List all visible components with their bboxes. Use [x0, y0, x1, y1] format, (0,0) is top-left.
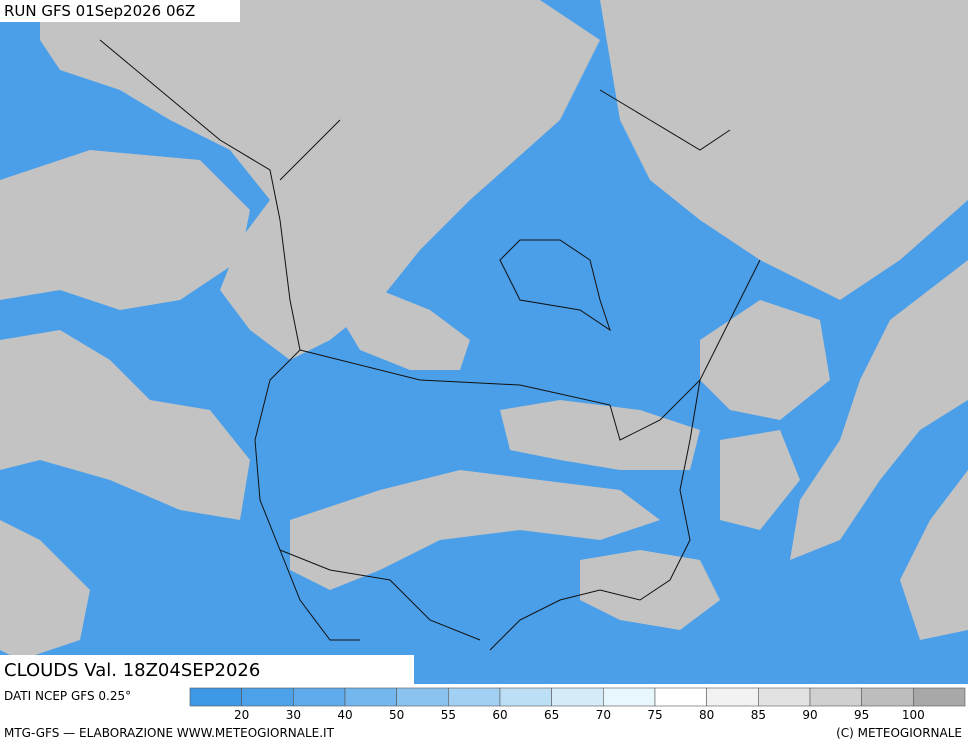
legend-label: 75 [647, 708, 662, 722]
legend: 20 30 40 50 55 60 65 70 75 80 85 90 95 100 [189, 687, 966, 722]
footer-right: (C) METEOGIORNALE [836, 726, 962, 740]
legend-label: 70 [596, 708, 611, 722]
legend-swatch [396, 687, 449, 707]
legend-swatch [551, 687, 604, 707]
footer-left: MTG-GFS — ELABORAZIONE WWW.METEOGIORNALE… [4, 726, 335, 740]
caption-title: CLOUDS Val. 18Z04SEP2026 [4, 660, 260, 681]
legend-swatch [654, 687, 707, 707]
legend-swatch [293, 687, 346, 707]
legend-label: 100 [902, 708, 925, 722]
coastlines [99, 39, 761, 651]
legend-label: 60 [492, 708, 507, 722]
legend-label: 85 [751, 708, 766, 722]
legend-label: 90 [802, 708, 817, 722]
legend-swatch [913, 687, 966, 707]
legend-swatch [758, 687, 811, 707]
run-title: RUN GFS 01Sep2026 06Z [4, 2, 195, 20]
legend-swatch [499, 687, 552, 707]
legend-swatch [241, 687, 294, 707]
legend-source: DATI NCEP GFS 0.25° [4, 689, 131, 703]
legend-label: 55 [441, 708, 456, 722]
legend-swatch [189, 687, 242, 707]
legend-label: 20 [234, 708, 249, 722]
legend-swatch [448, 687, 501, 707]
legend-swatch [809, 687, 862, 707]
cloud-cover [0, 0, 968, 660]
caption-box [0, 655, 414, 684]
legend-label: 30 [286, 708, 301, 722]
legend-label: 65 [544, 708, 559, 722]
legend-label: 50 [389, 708, 404, 722]
header-box [0, 0, 240, 22]
legend-swatch [344, 687, 397, 707]
legend-swatch [861, 687, 914, 707]
legend-label: 95 [854, 708, 869, 722]
legend-label: 80 [699, 708, 714, 722]
legend-swatch [603, 687, 656, 707]
legend-label: 40 [337, 708, 352, 722]
legend-swatch [706, 687, 759, 707]
